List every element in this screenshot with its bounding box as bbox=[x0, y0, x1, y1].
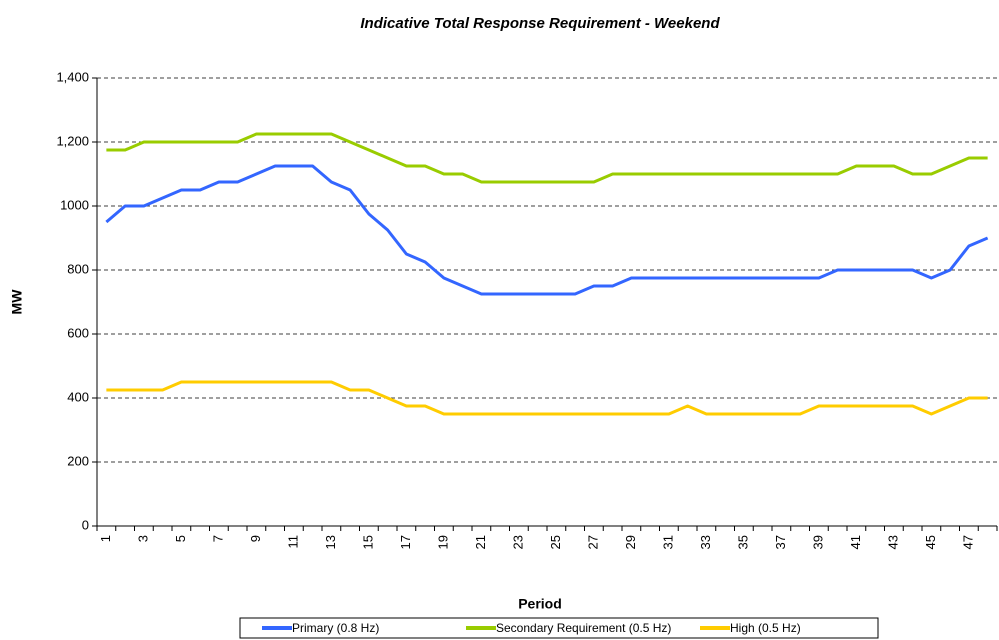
y-tick-label: 600 bbox=[67, 325, 89, 340]
x-tick-label: 3 bbox=[135, 535, 150, 542]
legend: Primary (0.8 Hz) Secondary Requirement (0… bbox=[239, 617, 879, 639]
chart-title: Indicative Total Response Requirement - … bbox=[360, 15, 720, 32]
x-tick-label: 21 bbox=[473, 535, 488, 549]
y-tick-label: 1,400 bbox=[56, 69, 89, 84]
y-tick-label: 200 bbox=[67, 453, 89, 468]
x-tick-label: 43 bbox=[885, 535, 900, 549]
y-axis-title: MW bbox=[9, 289, 25, 315]
line-series bbox=[106, 132, 988, 184]
x-axis-title: Period bbox=[518, 596, 562, 612]
x-tick-label: 25 bbox=[548, 535, 563, 549]
x-tick-label: 7 bbox=[210, 535, 225, 542]
legend-label: High (0.5 Hz) bbox=[730, 621, 801, 635]
y-tick-label: 1,200 bbox=[56, 133, 89, 148]
x-tick-label: 13 bbox=[323, 535, 338, 549]
line-series bbox=[105, 164, 989, 296]
x-tick-label: 23 bbox=[510, 535, 525, 549]
x-tick-label: 39 bbox=[810, 535, 825, 549]
x-tick-label: 37 bbox=[773, 535, 788, 549]
legend-label: Secondary Requirement (0.5 Hz) bbox=[496, 621, 671, 635]
x-tick-label: 17 bbox=[398, 535, 413, 549]
x-tick-label: 35 bbox=[735, 535, 750, 549]
x-tick-label: 1 bbox=[98, 535, 113, 542]
x-tick-label: 11 bbox=[285, 535, 300, 549]
x-tick-label: 9 bbox=[248, 535, 263, 542]
y-tick-label: 0 bbox=[82, 517, 89, 532]
x-tick-label: 33 bbox=[698, 535, 713, 549]
x-tick-label: 29 bbox=[623, 535, 638, 549]
x-tick-label: 31 bbox=[660, 535, 675, 549]
line-series bbox=[106, 380, 988, 416]
x-tick-label: 47 bbox=[960, 535, 975, 549]
x-tick-label: 27 bbox=[585, 535, 600, 549]
x-tick-label: 5 bbox=[173, 535, 188, 542]
y-tick-label: 1000 bbox=[60, 197, 89, 212]
y-tick-label: 400 bbox=[67, 389, 89, 404]
x-tick-label: 41 bbox=[848, 535, 863, 549]
x-tick-label: 15 bbox=[360, 535, 375, 549]
x-tick-label: 19 bbox=[435, 535, 450, 549]
legend-label: Primary (0.8 Hz) bbox=[292, 621, 379, 635]
x-tick-label: 45 bbox=[923, 535, 938, 549]
y-tick-label: 800 bbox=[67, 261, 89, 276]
legend-box bbox=[239, 617, 879, 639]
